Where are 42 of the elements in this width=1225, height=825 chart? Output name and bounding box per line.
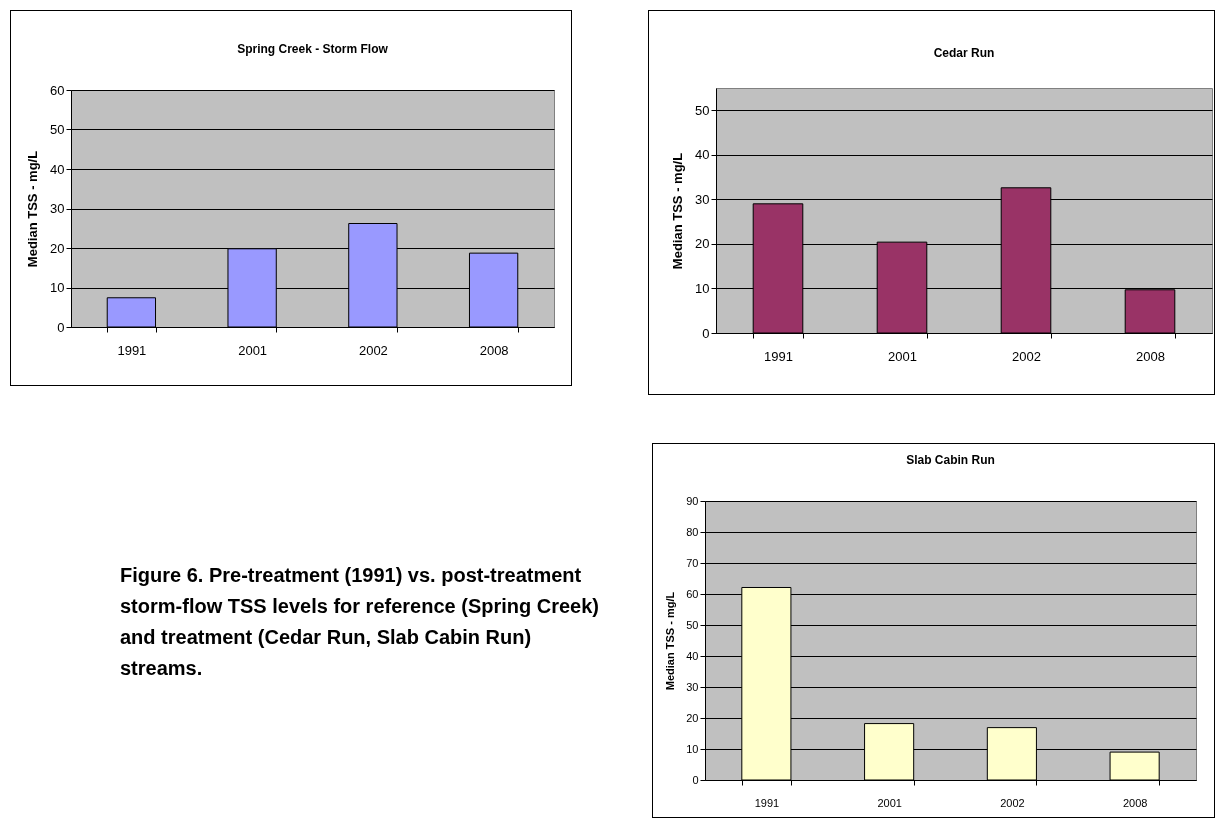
- y-axis-title: Median TSS - mg/L: [670, 152, 686, 270]
- y-tick-label: 30: [695, 191, 710, 207]
- y-tick-label: 60: [686, 587, 699, 600]
- y-tick-label: 90: [686, 494, 699, 507]
- x-tick-label: 1991: [117, 342, 147, 358]
- y-tick-label: 20: [695, 236, 710, 252]
- y-tick-label: 40: [50, 161, 65, 177]
- chart-title: Slab Cabin Run: [906, 453, 995, 467]
- y-tick-label: 40: [686, 649, 699, 662]
- x-tick-label: 2008: [1136, 348, 1165, 364]
- x-tick-label: 2001: [888, 348, 917, 364]
- y-axis-title: Median TSS - mg/L: [664, 591, 677, 691]
- x-tick-label: 2002: [358, 342, 388, 358]
- chart-title: Cedar Run: [933, 46, 995, 60]
- y-tick-label: 10: [50, 280, 65, 295]
- y-tick-label: 30: [686, 680, 699, 693]
- y-tick-label: 80: [686, 525, 699, 538]
- y-tick-label: 0: [692, 773, 699, 786]
- x-tick-label: 2002: [1000, 796, 1025, 809]
- caption: Figure 6. Pre-treatment (1991) vs. post-treatment storm-flow TSS levels for reference (Spring Creek) and treatment (Cedar Run, Slab Cabin Run) streams.: [120, 563, 600, 681]
- y-tick-label: 70: [686, 556, 699, 569]
- y-tick-label: 10: [686, 742, 699, 755]
- y-tick-label: 50: [695, 102, 710, 118]
- y-tick-label: 20: [50, 240, 65, 256]
- y-tick-label: 0: [702, 325, 710, 341]
- y-tick-label: 50: [686, 618, 699, 631]
- y-tick-label: 50: [50, 122, 65, 137]
- x-tick-label: 2001: [238, 342, 268, 358]
- x-tick-label: 1991: [764, 348, 793, 364]
- chart-title: Spring Creek - Storm Flow: [237, 42, 389, 56]
- y-tick-label: 60: [50, 82, 65, 98]
- y-tick-label: 30: [50, 201, 65, 216]
- y-tick-label: 20: [686, 711, 699, 724]
- x-tick-label: 1991: [754, 796, 780, 809]
- y-tick-label: 0: [57, 319, 65, 335]
- x-tick-label: 2008: [1122, 796, 1148, 809]
- y-axis-title: Median TSS - mg/L: [25, 150, 41, 268]
- x-tick-label: 2008: [479, 342, 509, 358]
- y-tick-label: 10: [695, 280, 710, 296]
- x-tick-label: 2001: [877, 796, 902, 809]
- x-tick-label: 2002: [1012, 348, 1041, 364]
- y-tick-label: 40: [695, 147, 710, 163]
